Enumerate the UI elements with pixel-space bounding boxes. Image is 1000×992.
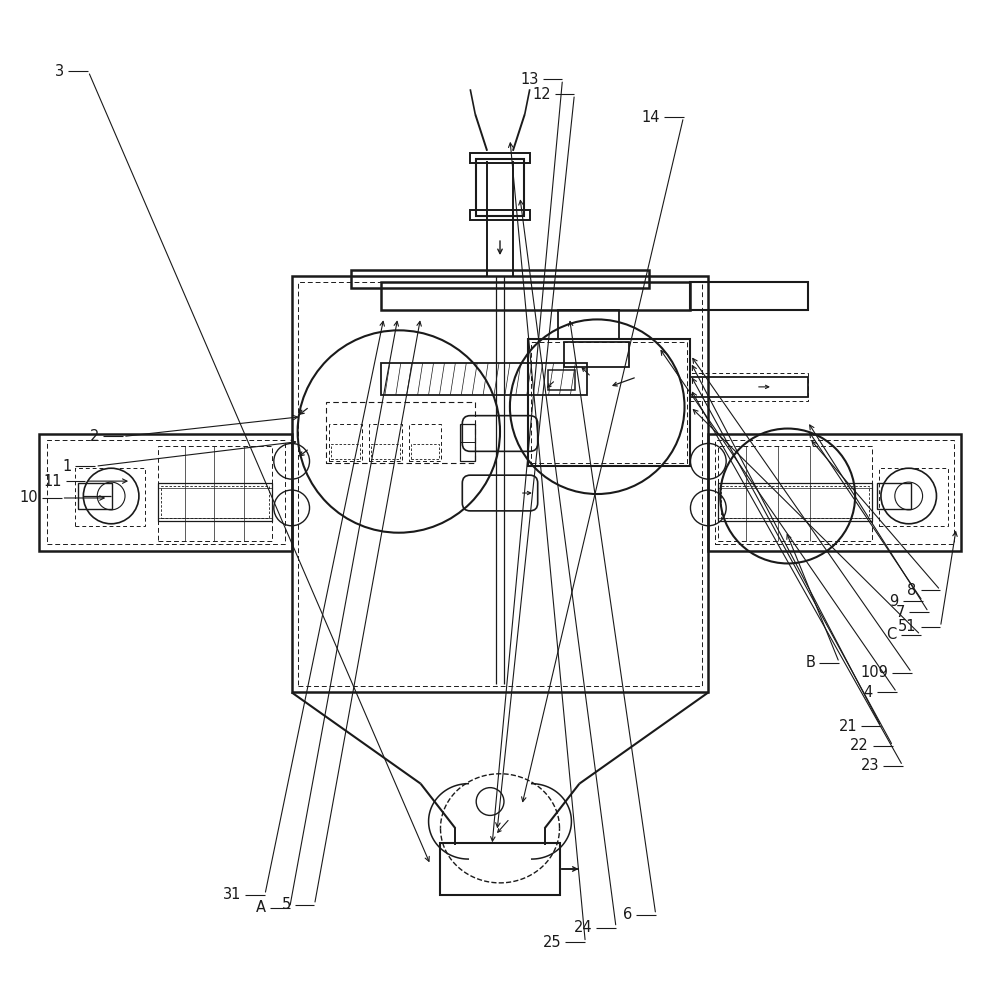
Text: 24: 24 [574,920,592,935]
Bar [292,276,708,692]
Text: 14: 14 [641,109,660,125]
Bar [470,153,530,163]
Text: 25: 25 [543,934,562,950]
Bar [371,444,400,459]
Bar [470,210,530,220]
Bar [369,424,402,461]
Bar [690,377,808,397]
Text: 10: 10 [19,490,38,506]
Bar [326,402,475,463]
Bar [708,434,961,551]
Bar [718,446,872,541]
Text: 6: 6 [623,907,632,923]
Text: 12: 12 [532,86,551,102]
Bar [411,444,439,459]
Bar [721,486,869,518]
Bar [381,363,587,395]
Bar [476,159,524,216]
Bar [329,424,362,461]
Text: 5: 5 [281,897,291,913]
Bar [331,444,360,459]
Text: A: A [256,900,266,916]
Text: 21: 21 [838,718,857,734]
Text: 11: 11 [43,473,62,489]
Text: 51: 51 [898,619,917,635]
Bar [548,370,575,390]
Text: 3: 3 [55,63,65,79]
Bar [690,282,808,310]
Text: 1: 1 [62,458,71,474]
Bar [47,440,285,544]
Bar [877,483,911,509]
Text: 22: 22 [850,738,869,754]
Bar [161,486,269,518]
Text: 9: 9 [890,593,899,609]
Text: C: C [887,627,897,643]
Text: 23: 23 [860,758,879,774]
Text: 4: 4 [864,684,873,700]
Text: 7: 7 [895,604,905,620]
Text: B: B [806,655,815,671]
Bar [78,483,112,509]
Bar [351,270,649,288]
Bar [298,282,702,686]
Bar [531,342,687,463]
Bar [158,483,272,521]
Bar [718,483,872,521]
Bar [564,342,629,367]
Bar [39,434,292,551]
Bar [381,282,690,310]
Bar [75,468,145,526]
Bar [715,440,954,544]
Bar [528,339,690,466]
Text: 8: 8 [907,582,917,598]
Text: 13: 13 [520,71,539,87]
Bar [460,424,475,461]
Text: 31: 31 [223,887,241,903]
Bar [879,468,948,526]
Bar [158,446,272,541]
Bar [558,310,619,339]
Bar [409,424,441,461]
Bar [440,843,560,895]
Text: 109: 109 [860,665,888,681]
Bar [690,373,808,401]
Text: 2: 2 [90,429,99,444]
